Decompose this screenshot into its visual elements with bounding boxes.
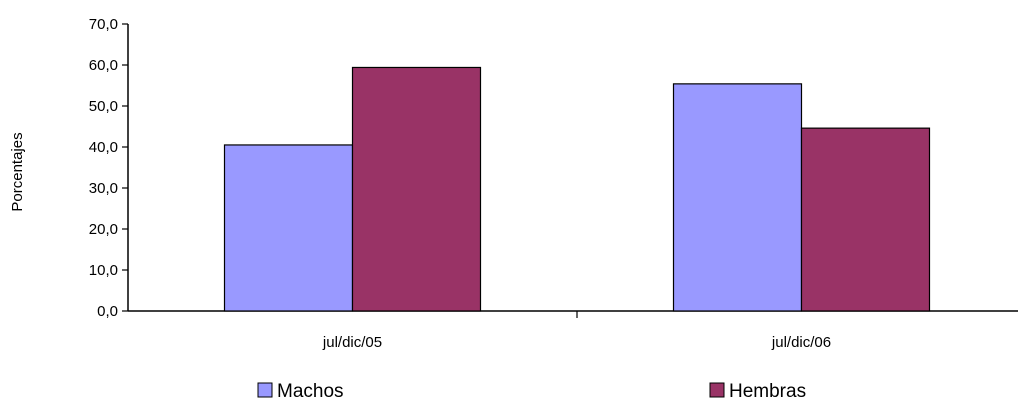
bar-machos-2 bbox=[672, 83, 803, 312]
x-tick-label: jul/dic/06 bbox=[771, 334, 831, 351]
bar-hembras-1 bbox=[351, 66, 482, 312]
y-tick-label: 40,0 bbox=[89, 139, 118, 156]
y-tick-label: 70,0 bbox=[89, 16, 118, 33]
bar-hembras-2 bbox=[800, 127, 931, 312]
y-tick-label: 20,0 bbox=[89, 221, 118, 238]
y-tick-label: 60,0 bbox=[89, 57, 118, 74]
x-tick-label: jul/dic/05 bbox=[322, 334, 382, 351]
y-axis-title: Porcentajes bbox=[9, 132, 26, 211]
bar-machos-1 bbox=[223, 144, 354, 312]
legend-swatch-machos bbox=[257, 382, 273, 398]
y-tick-label: 10,0 bbox=[89, 262, 118, 279]
legend: Machos Hembras bbox=[257, 381, 806, 402]
y-tick-label: 50,0 bbox=[89, 98, 118, 115]
y-tick-label: 0,0 bbox=[97, 303, 118, 320]
plot-area: 0,0 10,0 20,0 30,0 40,0 50,0 60,0 70,0 jul/dic/0… bbox=[89, 16, 1018, 351]
legend-label-machos: Machos bbox=[277, 381, 344, 402]
legend-swatch-hembras bbox=[709, 382, 725, 398]
legend-label-hembras: Hembras bbox=[729, 381, 806, 402]
y-tick-label: 30,0 bbox=[89, 180, 118, 197]
